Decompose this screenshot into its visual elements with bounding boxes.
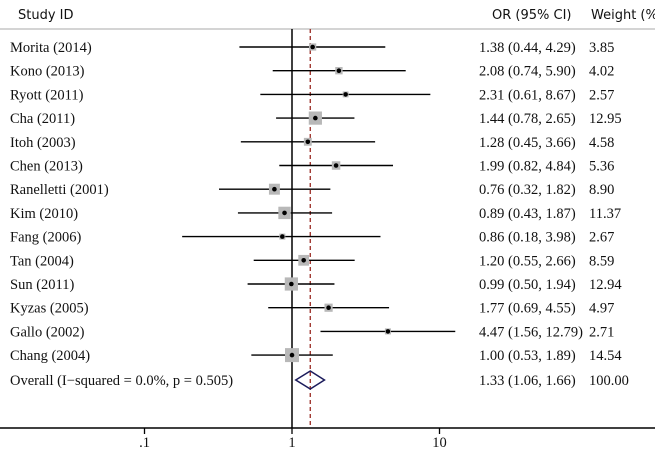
study-or-ci: 1.38 (0.44, 4.29) <box>479 40 576 56</box>
study-label: Kono (2013) <box>10 64 85 80</box>
study-weight: 11.37 <box>589 206 621 222</box>
study-or-ci: 0.99 (0.50, 1.94) <box>479 277 576 293</box>
study-weight: 12.94 <box>589 277 622 293</box>
study-weight: 2.71 <box>589 324 614 340</box>
study-or-ci: 1.44 (0.78, 2.65) <box>479 111 576 127</box>
study-weight: 2.57 <box>589 87 614 103</box>
overall-weight: 100.00 <box>589 373 629 389</box>
study-label: Tan (2004) <box>10 253 74 269</box>
x-tick-label: .1 <box>139 435 150 450</box>
study-label: Kim (2010) <box>10 206 78 222</box>
study-weight: 14.54 <box>589 348 622 364</box>
study-weight: 3.85 <box>589 40 614 56</box>
study-or-ci: 4.47 (1.56, 12.79) <box>479 324 583 340</box>
study-or-ci: 0.86 (0.18, 3.98) <box>479 230 576 246</box>
study-weight: 8.59 <box>589 253 614 269</box>
overall-diamond <box>294 370 326 390</box>
study-point-estimate <box>343 92 348 97</box>
study-point-estimate <box>301 258 306 263</box>
study-or-ci: 1.28 (0.45, 3.66) <box>479 135 576 151</box>
x-tick-label: 10 <box>432 435 447 450</box>
study-weight: 12.95 <box>589 111 622 127</box>
study-or-ci: 2.31 (0.61, 8.67) <box>479 87 576 103</box>
study-or-ci: 0.76 (0.32, 1.82) <box>479 182 576 198</box>
study-weight: 4.97 <box>589 301 614 317</box>
study-weight: 8.90 <box>589 182 614 198</box>
study-weight: 4.58 <box>589 135 614 151</box>
study-or-ci: 1.77 (0.69, 4.55) <box>479 301 576 317</box>
study-label: Ryott (2011) <box>10 87 84 103</box>
study-or-ci: 0.89 (0.43, 1.87) <box>479 206 576 222</box>
header-weight: Weight (%) <box>591 8 655 23</box>
header-study-id: Study ID <box>18 8 74 23</box>
study-point-estimate <box>282 210 287 216</box>
study-label: Fang (2006) <box>10 230 81 246</box>
study-label: Kyzas (2005) <box>10 301 89 317</box>
study-label: Chang (2004) <box>10 348 90 364</box>
study-point-estimate <box>280 234 285 239</box>
study-or-ci: 1.00 (0.53, 1.89) <box>479 348 576 364</box>
study-point-estimate <box>385 329 391 334</box>
overall-label: Overall (I−squared = 0.0%, p = 0.505) <box>10 373 233 389</box>
study-weight: 4.02 <box>589 64 614 80</box>
study-weight: 2.67 <box>589 230 614 246</box>
study-label: Morita (2014) <box>10 40 92 56</box>
study-point-estimate <box>305 139 311 145</box>
study-label: Chen (2013) <box>10 159 83 175</box>
study-weight: 5.36 <box>589 159 614 175</box>
study-point-estimate <box>289 352 295 358</box>
study-label: Sun (2011) <box>10 277 74 293</box>
overall-or-ci: 1.33 (1.06, 1.66) <box>479 373 576 389</box>
study-label: Gallo (2002) <box>10 324 85 340</box>
x-tick-label: 1 <box>288 435 295 450</box>
study-point-estimate <box>336 68 342 73</box>
header-or-ci: OR (95% CI) <box>492 8 571 23</box>
study-point-estimate <box>272 186 277 192</box>
study-or-ci: 1.20 (0.55, 2.66) <box>479 253 576 269</box>
study-label: Ranelletti (2001) <box>10 182 109 198</box>
study-point-estimate <box>313 115 318 121</box>
study-point-estimate <box>333 163 339 168</box>
study-point-estimate <box>326 305 331 311</box>
study-or-ci: 1.99 (0.82, 4.84) <box>479 159 576 175</box>
study-point-estimate <box>310 44 315 50</box>
study-or-ci: 2.08 (0.74, 5.90) <box>479 64 576 80</box>
study-label: Cha (2011) <box>10 111 75 127</box>
study-point-estimate <box>289 281 294 287</box>
study-label: Itoh (2003) <box>10 135 76 151</box>
